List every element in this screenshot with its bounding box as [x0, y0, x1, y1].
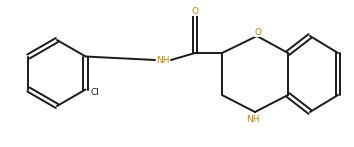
Text: NH: NH: [246, 115, 260, 123]
Text: Cl: Cl: [90, 88, 99, 97]
Text: O: O: [255, 27, 262, 36]
Text: NH: NH: [156, 56, 170, 65]
Text: O: O: [192, 6, 199, 15]
